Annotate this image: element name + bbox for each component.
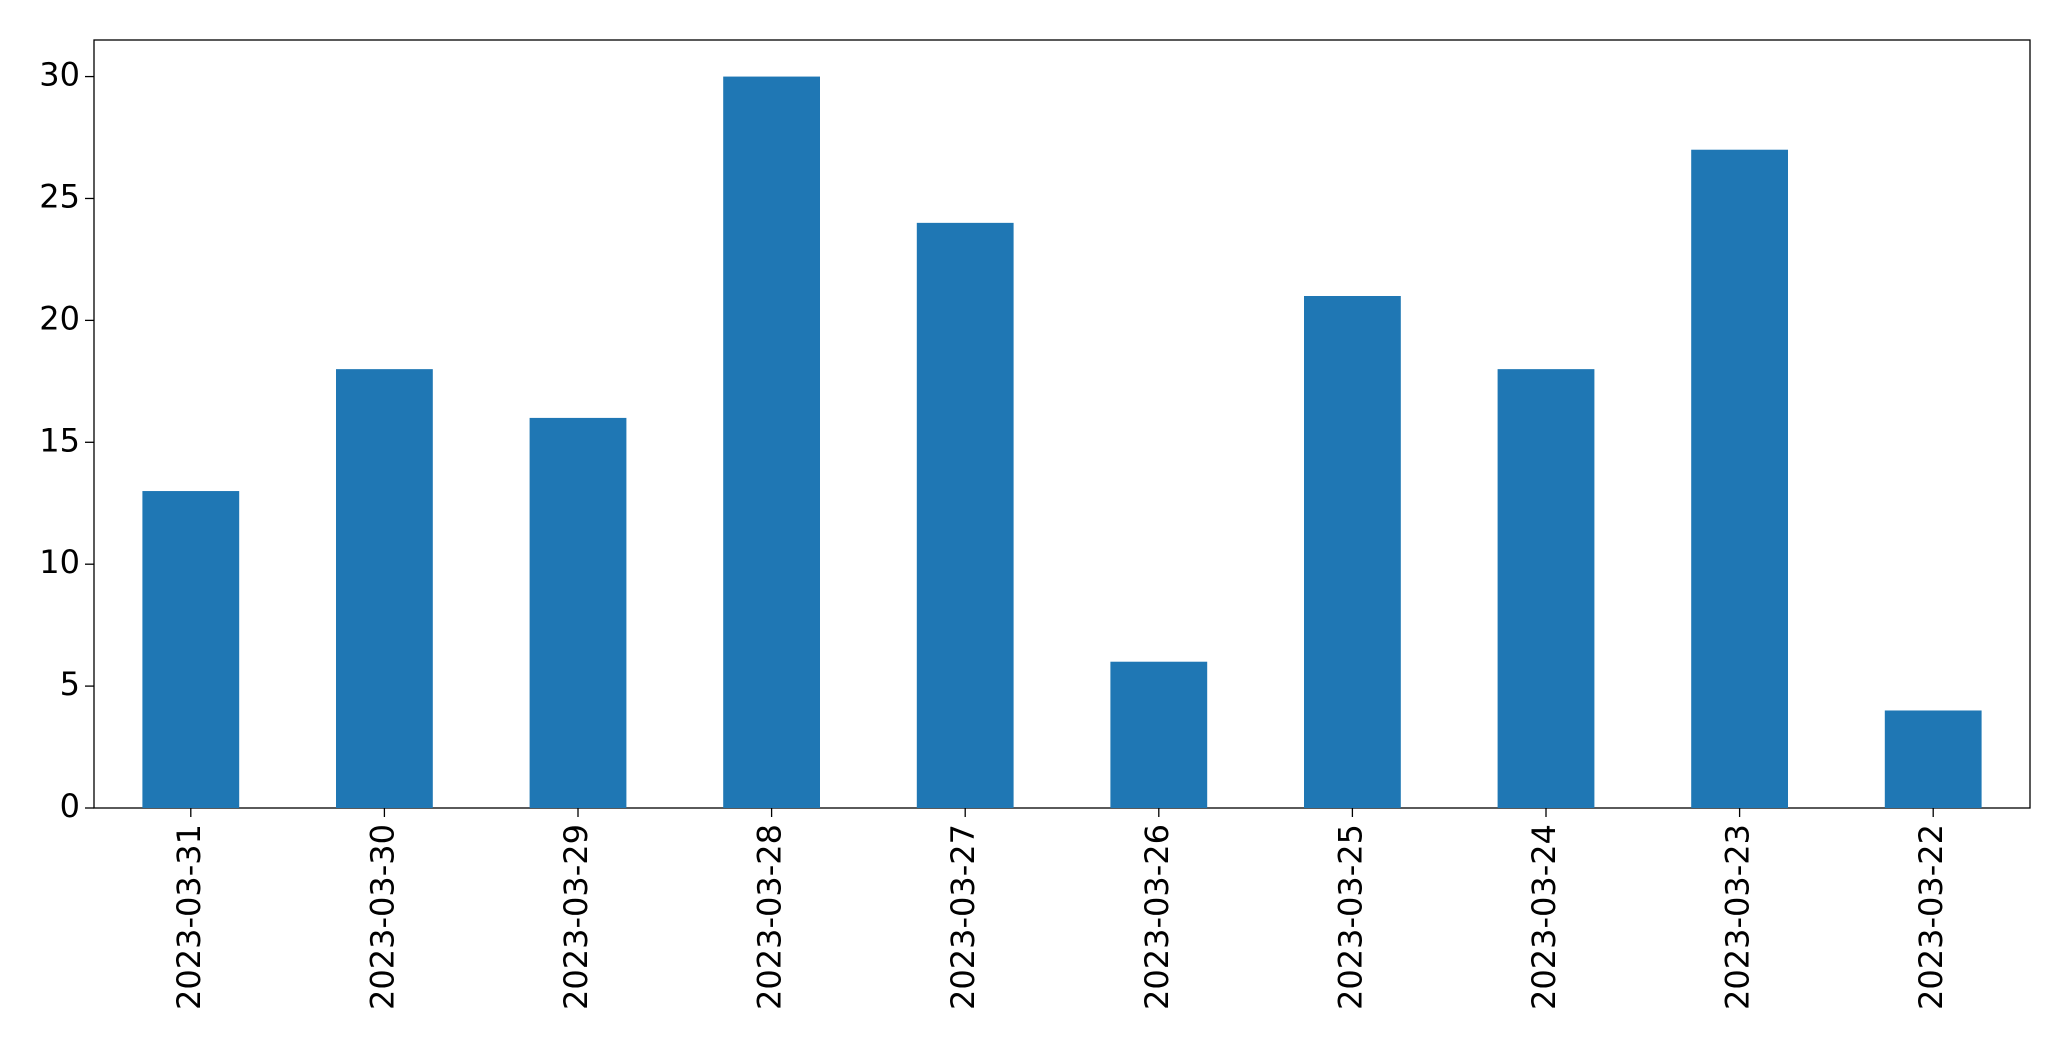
bar (336, 369, 433, 808)
x-tick-label: 2023-03-29 (557, 824, 595, 1010)
plot-frame (93, 39, 2031, 809)
x-tick-label: 2023-03-28 (751, 824, 789, 1010)
y-tick-label: 10 (39, 543, 80, 581)
x-tick-label: 2023-03-31 (170, 824, 208, 1010)
y-tick-label: 5 (60, 665, 80, 703)
x-tick-label: 2023-03-22 (1912, 824, 1950, 1010)
y-tick-label: 30 (39, 56, 80, 94)
bar (529, 417, 627, 808)
y-tick-label: 25 (39, 177, 80, 215)
x-tick-label: 2023-03-27 (944, 824, 982, 1010)
bar (1884, 710, 1982, 808)
x-tick-label: 2023-03-25 (1331, 824, 1369, 1010)
y-tick-label: 20 (39, 299, 80, 337)
x-tick-label: 2023-03-26 (1138, 824, 1176, 1010)
bar (916, 222, 1014, 808)
x-tick-label: 2023-03-23 (1719, 824, 1757, 1010)
bar (1110, 661, 1208, 808)
y-tick-label: 0 (60, 787, 80, 825)
bar (1497, 369, 1595, 808)
bar (1304, 296, 1401, 808)
bar (723, 76, 820, 809)
bar (1691, 149, 1788, 808)
x-tick-label: 2023-03-24 (1525, 824, 1563, 1010)
y-tick-label: 15 (39, 421, 80, 459)
x-tick-label: 2023-03-30 (363, 824, 401, 1010)
bar (142, 491, 240, 808)
